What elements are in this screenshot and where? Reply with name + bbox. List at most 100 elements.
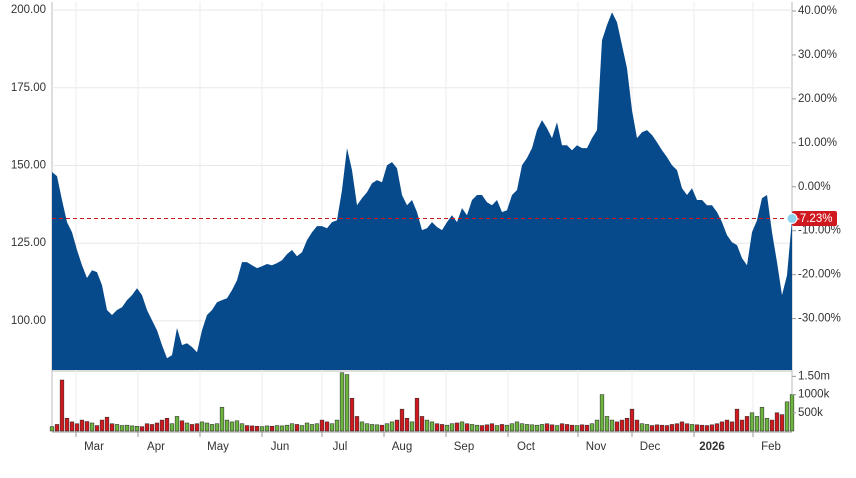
volume-bar — [459, 421, 465, 432]
volume-bar — [239, 423, 245, 432]
volume-bar — [69, 421, 75, 432]
volume-bar — [169, 423, 175, 432]
volume-bar — [529, 424, 535, 432]
x-tick-label: 2026 — [699, 441, 725, 453]
volume-bar — [119, 425, 125, 432]
volume-bar — [674, 423, 680, 432]
volume-bar — [369, 424, 375, 432]
volume-bar — [639, 423, 645, 432]
volume-bar — [419, 416, 425, 432]
volume-bar — [479, 425, 485, 432]
volume-bar — [474, 424, 480, 432]
volume-bar — [54, 424, 60, 432]
volume-bar — [354, 416, 360, 432]
volume-bar — [484, 424, 490, 432]
volume-bar — [344, 374, 350, 432]
volume-bar — [134, 426, 140, 432]
y2-tick-label: 30.00% — [798, 49, 837, 61]
volume-bar — [329, 423, 335, 432]
volume-bar — [364, 423, 370, 432]
volume-bar — [644, 424, 650, 432]
volume-bar — [704, 425, 710, 432]
volume-bar — [449, 423, 455, 432]
volume-bar — [289, 423, 295, 432]
volume-bar — [124, 424, 130, 432]
volume-bar — [469, 424, 475, 432]
price-area — [52, 12, 792, 371]
x-tick-label: Oct — [517, 441, 536, 453]
x-tick-label: Dec — [640, 441, 661, 453]
volume-bar — [264, 425, 270, 432]
volume-bar — [74, 423, 80, 432]
current-label-box — [792, 211, 837, 227]
volume-bar — [779, 414, 785, 432]
volume-bar — [764, 418, 770, 432]
volume-bar — [509, 423, 515, 432]
volume-bar — [234, 420, 240, 432]
volume-bar — [349, 397, 355, 432]
current-dot — [786, 213, 798, 225]
volume-bar — [784, 401, 790, 432]
volume-bar — [564, 424, 570, 432]
volume-bar — [299, 425, 305, 432]
current-label: -7.23% — [796, 213, 832, 225]
volume-bar — [404, 418, 410, 432]
volume-bar — [304, 422, 310, 432]
volume-bar — [139, 426, 145, 432]
volume-bar — [224, 419, 230, 432]
volume-bar — [379, 424, 385, 432]
volume-bar — [724, 419, 730, 432]
volume-bar — [464, 423, 470, 432]
volume-bar — [149, 424, 155, 432]
y2-tick-label: 0.00% — [798, 181, 831, 193]
volume-bar — [659, 424, 665, 432]
x-tick-label: Jul — [333, 441, 348, 453]
volume-bar — [454, 422, 460, 432]
volume-bar — [109, 423, 115, 432]
volume-bar — [384, 423, 390, 432]
volume-bar — [339, 372, 345, 432]
volume-bar — [614, 421, 620, 432]
volume-bar — [184, 422, 190, 432]
volume-bar — [599, 394, 605, 432]
y-tick-label: 175.00 — [11, 82, 46, 94]
volume-bar — [409, 421, 415, 432]
volume-bar — [769, 419, 775, 432]
volume-tick-label: 1000k — [798, 389, 830, 401]
volume-bar — [604, 416, 610, 432]
volume-bar — [144, 423, 150, 432]
volume-bar — [179, 420, 185, 432]
x-tick-label: Mar — [84, 441, 104, 453]
volume-bar — [774, 412, 780, 432]
volume-bar — [609, 419, 615, 432]
volume-bar — [634, 419, 640, 432]
x-tick-label: May — [207, 441, 229, 453]
volume-bar — [729, 421, 735, 432]
volume-bar — [514, 421, 520, 432]
volume-bar — [284, 424, 290, 432]
volume-bar — [439, 424, 445, 432]
volume-bar — [629, 408, 635, 432]
volume-bar — [269, 426, 275, 432]
volume-bar — [129, 425, 135, 432]
volume-tick-label: 500k — [798, 407, 823, 419]
volume-bar — [554, 425, 560, 432]
volume-bar — [314, 423, 320, 432]
x-tick-label: Sep — [454, 441, 474, 453]
y-tick-label: 150.00 — [11, 160, 46, 172]
y-tick-label: 125.00 — [11, 237, 46, 249]
y2-tick-label: -20.00% — [798, 269, 841, 281]
volume-bar — [539, 424, 545, 432]
volume-bar — [594, 419, 600, 432]
volume-bar — [229, 421, 235, 432]
volume-bar — [619, 419, 625, 432]
volume-bar — [494, 425, 500, 432]
volume-bar — [319, 419, 325, 432]
volume-bar — [734, 408, 740, 432]
volume-bar — [589, 423, 595, 432]
x-tick-label: Nov — [586, 441, 607, 453]
volume-bar — [694, 424, 700, 432]
volume-bar — [279, 425, 285, 432]
volume-bar — [504, 424, 510, 432]
